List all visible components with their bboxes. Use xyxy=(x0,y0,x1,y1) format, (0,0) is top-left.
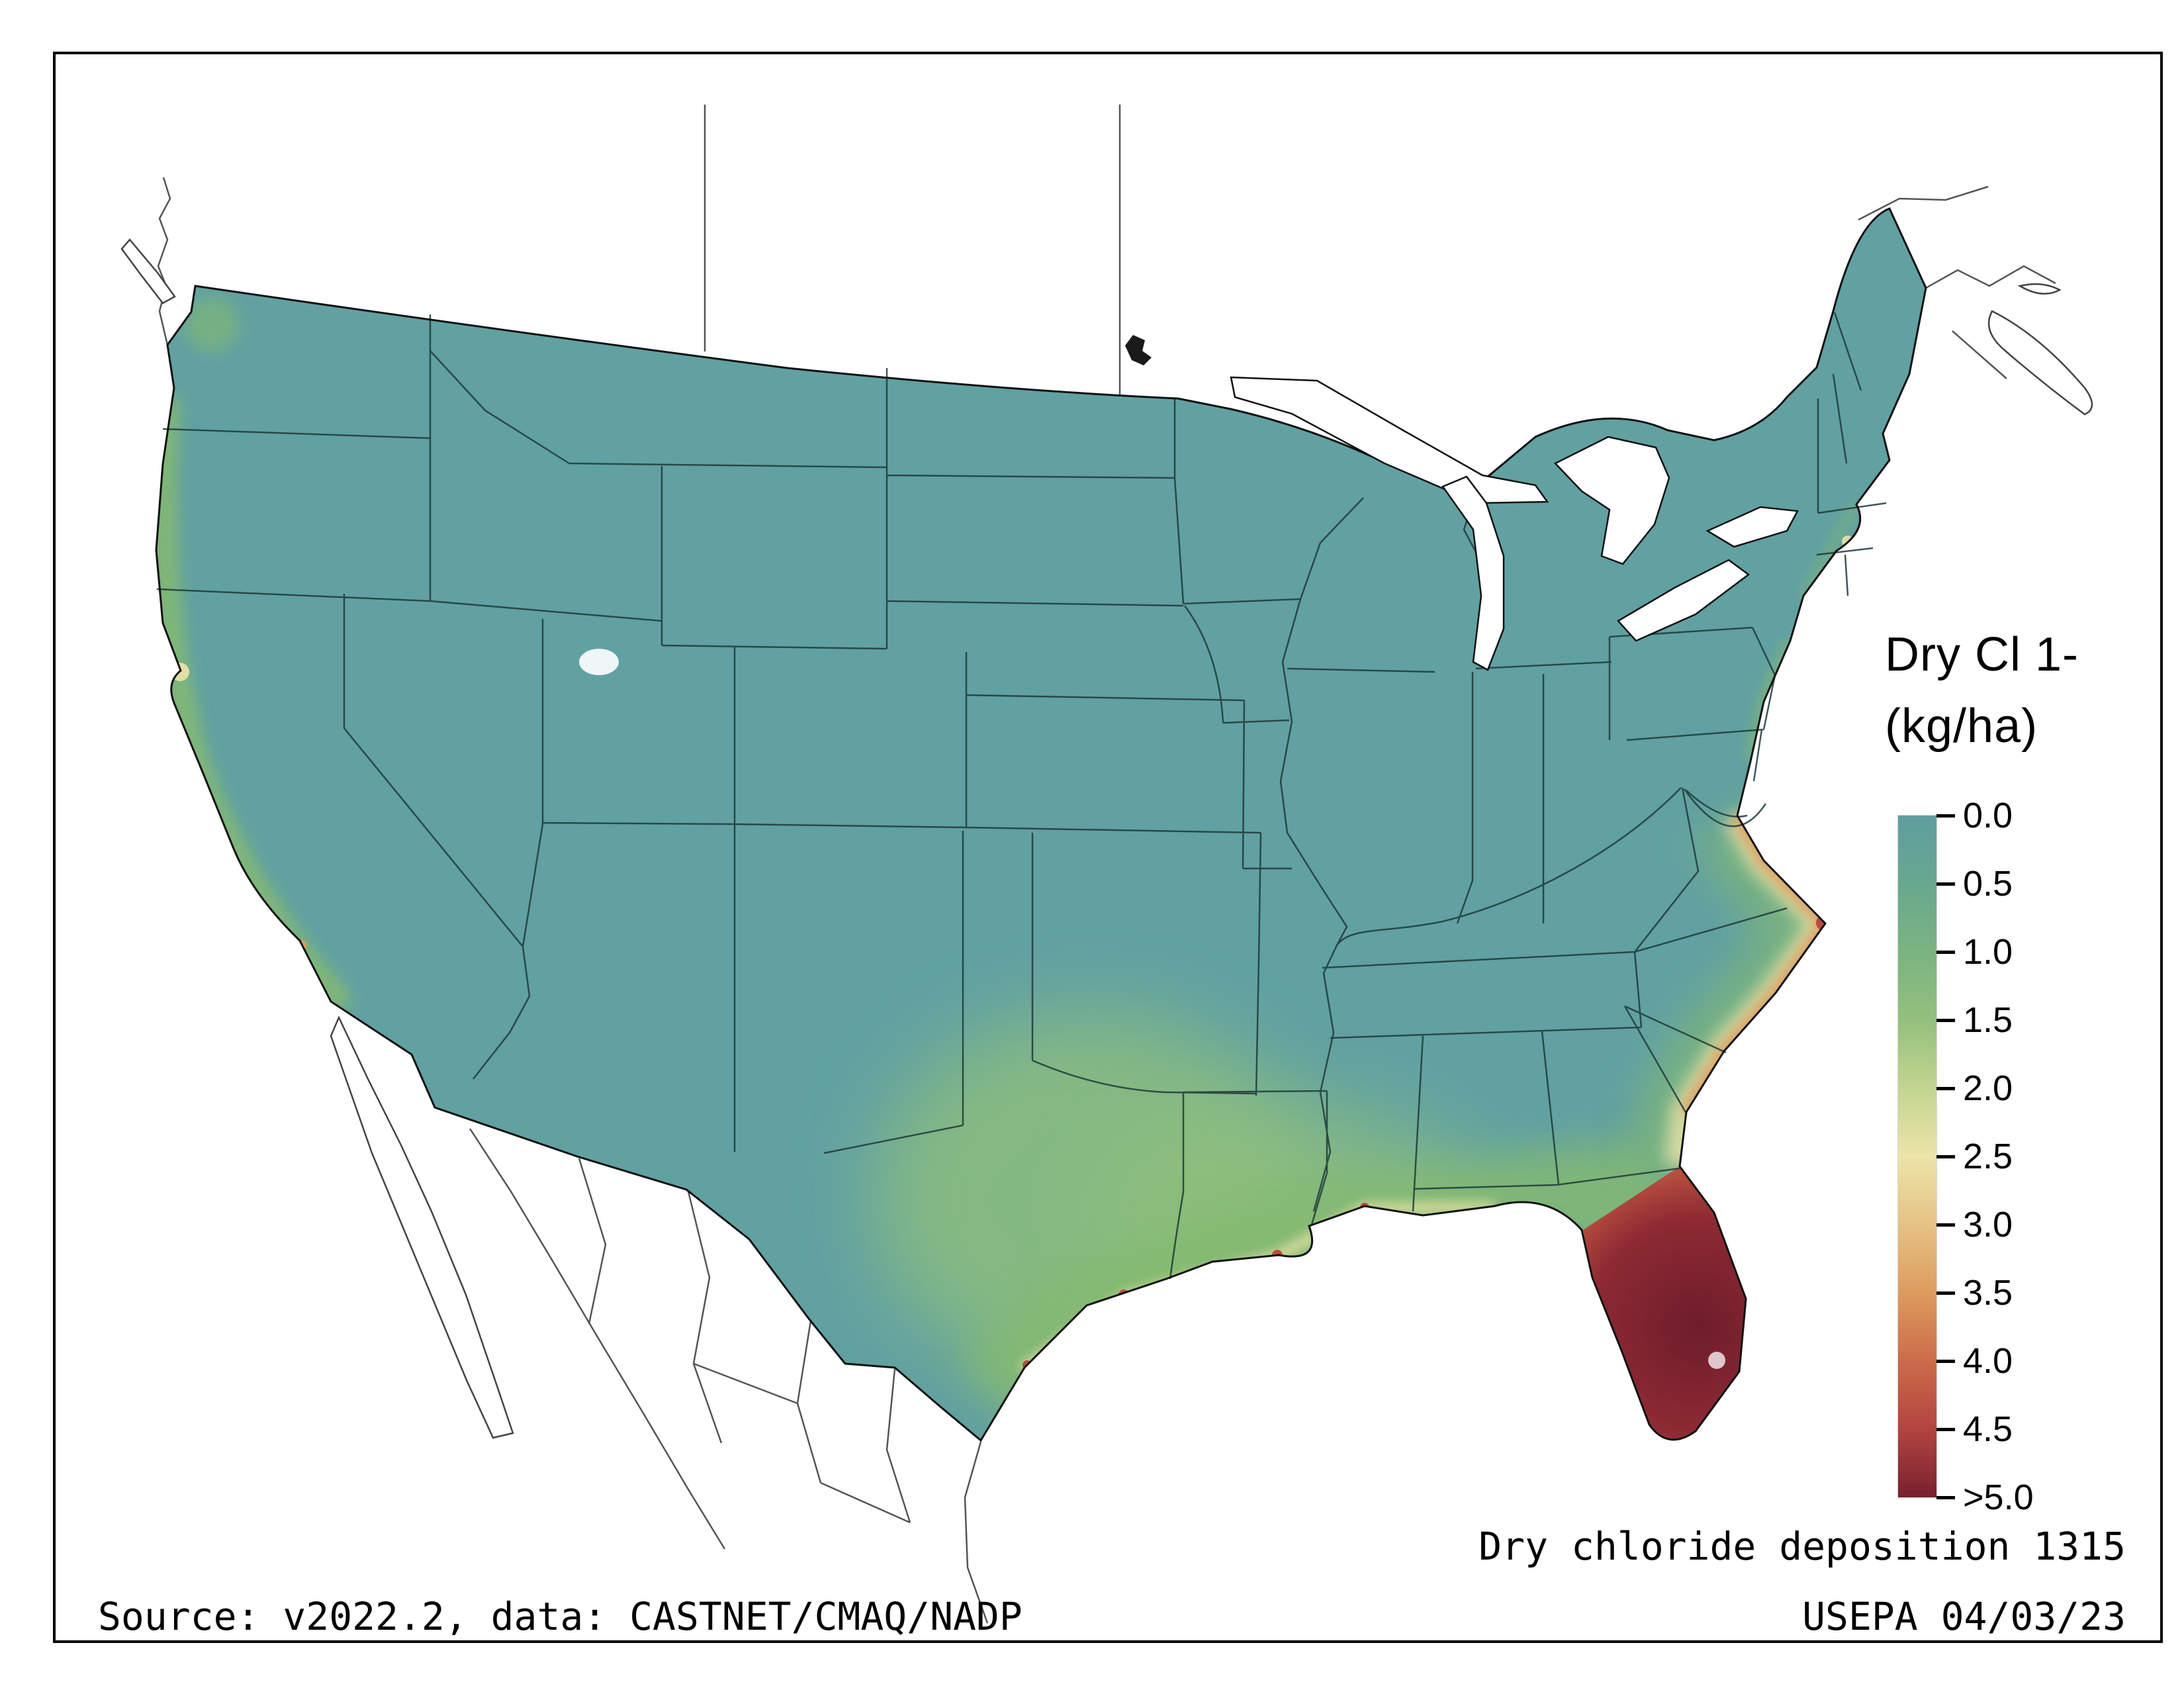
tick-mark xyxy=(1936,814,1955,818)
colorbar-tick: 3.5 xyxy=(1936,1275,2013,1311)
tick-label: 3.5 xyxy=(1963,1273,2013,1313)
tick-mark xyxy=(1936,1427,1955,1431)
tick-label: 4.0 xyxy=(1963,1341,2013,1381)
mexico-borders xyxy=(330,1015,989,1624)
quebec-coastline xyxy=(1858,185,1989,221)
tick-label: 0.0 xyxy=(1963,796,2013,835)
great-lakes xyxy=(1230,376,1799,671)
nova-scotia xyxy=(1987,310,2093,416)
tick-label: 0.5 xyxy=(1963,864,2013,904)
colorbar-tick: 1.0 xyxy=(1936,934,2013,970)
tick-mark xyxy=(1936,1018,1955,1022)
lake-huron xyxy=(1553,436,1670,565)
british-columbia-coastline xyxy=(157,177,171,346)
puget-sound-hotspot xyxy=(184,297,240,352)
tick-label: 1.0 xyxy=(1963,932,2013,972)
legend-title-line1: Dry Cl 1- xyxy=(1885,628,2079,681)
lake-superior xyxy=(1230,376,1549,504)
tick-label: 2.0 xyxy=(1963,1068,2013,1108)
colorbar-tick: 1.5 xyxy=(1936,1002,2013,1038)
tick-label: 4.5 xyxy=(1963,1409,2013,1449)
prince-edward-island xyxy=(2017,283,2062,295)
colorbar-tick: 3.0 xyxy=(1936,1207,2013,1243)
tick-label: 2.5 xyxy=(1963,1137,2013,1176)
great-salt-lake xyxy=(579,649,619,675)
bay-of-fundy xyxy=(1952,330,2007,379)
legend-title-line2: (kg/ha) xyxy=(1885,700,2038,753)
lake-erie xyxy=(1617,559,1751,642)
new-brunswick-coastline xyxy=(1925,265,2056,289)
tick-mark xyxy=(1936,1495,1955,1499)
florida-keys-dot xyxy=(1723,1460,1731,1468)
lake-michigan xyxy=(1441,475,1505,671)
tick-mark xyxy=(1936,882,1955,886)
tick-label: 3.0 xyxy=(1963,1205,2013,1244)
plot-frame xyxy=(53,52,2163,1643)
florida-keys-dot xyxy=(1682,1451,1690,1459)
map-caption: Dry chloride deposition 1315 xyxy=(1479,1524,2126,1569)
tick-mark xyxy=(1936,1223,1955,1227)
source-note: Source: v2022.2, data: CASTNET/CMAQ/NADP xyxy=(98,1594,1023,1639)
colorbar-tick: 4.0 xyxy=(1936,1343,2013,1379)
tick-mark xyxy=(1936,1086,1955,1090)
colorbar-ticks: 0.0 0.5 1.0 1.5 2.0 2.5 3.0 3.5 4.0 4.5 >5.0 xyxy=(1936,798,2109,1515)
state-borders xyxy=(156,312,1887,1280)
colorbar-tick: 0.5 xyxy=(1936,866,2013,902)
tick-mark xyxy=(1936,950,1955,954)
colorbar-tick: 0.0 xyxy=(1936,798,2013,833)
colorbar-tick: 4.5 xyxy=(1936,1411,2013,1447)
tick-mark xyxy=(1936,1291,1955,1295)
colorbar-tick: >5.0 xyxy=(1936,1479,2034,1515)
colorbar xyxy=(1897,815,1937,1498)
us-outline xyxy=(155,207,1927,1442)
florida-keys-dot xyxy=(1702,1457,1711,1466)
tick-mark xyxy=(1936,1359,1955,1363)
florida-high-deposition xyxy=(1583,1166,1746,1440)
colorbar-tick: 2.0 xyxy=(1936,1070,2013,1106)
lake-ontario xyxy=(1706,506,1799,548)
lake-okeechobee xyxy=(1708,1352,1725,1369)
long-island-hotspot xyxy=(1787,651,1803,667)
agency-date: USEPA 04/03/23 xyxy=(1802,1594,2126,1639)
baja-california-peninsula xyxy=(330,1015,514,1439)
tick-label: >5.0 xyxy=(1963,1477,2034,1517)
vancouver-island xyxy=(120,238,176,305)
lake-of-the-woods xyxy=(1125,335,1152,365)
tick-label: 1.5 xyxy=(1963,1000,2013,1040)
canada-islands xyxy=(120,238,2093,416)
mexico-coastline-and-states xyxy=(469,1128,989,1624)
tick-mark xyxy=(1936,1154,1955,1158)
colorbar-tick: 2.5 xyxy=(1936,1139,2013,1174)
new-england-coast-fringe xyxy=(1799,501,1861,599)
